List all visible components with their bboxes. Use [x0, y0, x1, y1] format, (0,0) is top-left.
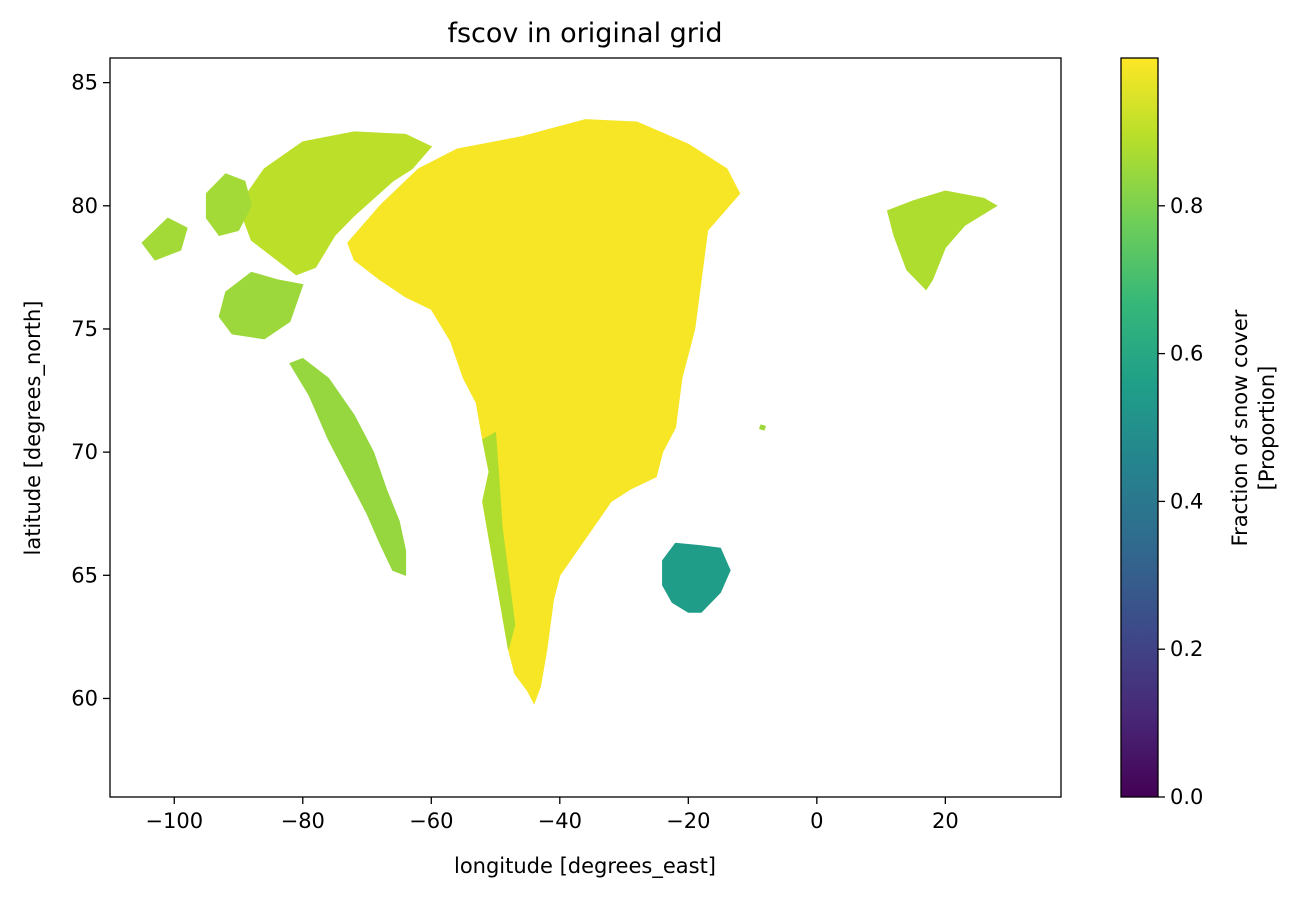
region-baffin-island	[289, 357, 407, 577]
y-axis-label: latitude [degrees_north]	[21, 301, 46, 556]
y-tick-label: 70	[71, 440, 98, 464]
colorbar-frame	[1120, 57, 1159, 798]
region-greenland-coastal-margin	[482, 431, 516, 650]
x-axis-label: longitude [degrees_east]	[454, 854, 716, 879]
x-tick-label: −60	[409, 809, 453, 833]
region-jan-mayen	[758, 424, 767, 431]
x-tick-label: −20	[666, 809, 710, 833]
x-tick-label: −40	[538, 809, 582, 833]
x-tick-label: 20	[932, 809, 959, 833]
plot-area: −100 −80 −60 −40 −20 0 20 60 65 70 75 80 85	[71, 57, 1062, 833]
y-tick-label: 80	[71, 194, 98, 218]
colorbar-tick-label: 0.2	[1170, 637, 1203, 661]
colorbar: 0.0 0.2 0.4 0.6 0.8 Fraction of snow cover […	[1120, 57, 1279, 809]
y-tick-label: 75	[71, 317, 98, 341]
region-devon-island	[218, 271, 304, 340]
colorbar-ticks: 0.0 0.2 0.4 0.6 0.8	[1158, 194, 1203, 809]
colorbar-tick-label: 0.4	[1170, 489, 1203, 513]
x-tick-label: 0	[810, 809, 823, 833]
x-axis-ticks: −100 −80 −60 −40 −20 0 20	[145, 797, 959, 833]
y-tick-label: 85	[71, 71, 98, 95]
chart-title: fscov in original grid	[447, 18, 722, 49]
colorbar-gradient	[1121, 58, 1158, 797]
snow-cover-regions	[141, 119, 998, 705]
colorbar-label-line2: [Proportion]	[1255, 366, 1279, 491]
y-tick-label: 65	[71, 563, 98, 587]
x-tick-label: −80	[281, 809, 325, 833]
y-tick-label: 60	[71, 686, 98, 710]
colorbar-tick-label: 0.8	[1170, 194, 1203, 218]
region-queen-elizabeth-islands-west	[141, 217, 188, 261]
region-svalbard	[886, 190, 998, 291]
colorbar-tick-label: 0.6	[1170, 342, 1203, 366]
colorbar-label-line1: Fraction of snow cover	[1228, 309, 1252, 546]
x-tick-label: −100	[145, 809, 203, 833]
region-axel-heiberg-island	[205, 173, 252, 236]
region-iceland	[662, 542, 731, 613]
colorbar-tick-label: 0.0	[1170, 785, 1203, 809]
region-ellesmere-island	[237, 131, 433, 276]
region-greenland	[347, 119, 741, 705]
y-axis-ticks: 60 65 70 75 80 85	[71, 71, 110, 710]
plot-frame	[109, 57, 1062, 798]
